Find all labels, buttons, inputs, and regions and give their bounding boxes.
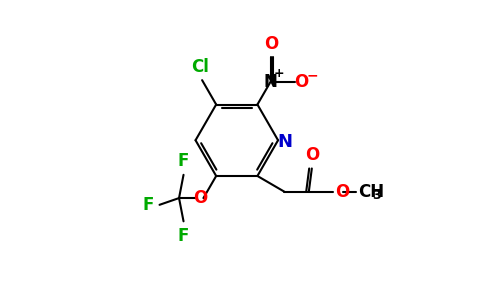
Text: Cl: Cl	[191, 58, 209, 76]
Text: O: O	[294, 73, 308, 91]
Text: +: +	[273, 67, 284, 80]
Text: N: N	[277, 133, 292, 151]
Text: 3: 3	[372, 189, 381, 202]
Text: F: F	[178, 152, 189, 169]
Text: O: O	[265, 34, 279, 52]
Text: N: N	[264, 73, 277, 91]
Text: CH: CH	[358, 183, 384, 201]
Text: O: O	[193, 189, 208, 207]
Text: O: O	[305, 146, 320, 164]
Text: −: −	[307, 68, 318, 82]
Text: F: F	[142, 196, 153, 214]
Text: O: O	[335, 183, 349, 201]
Text: F: F	[178, 226, 189, 244]
